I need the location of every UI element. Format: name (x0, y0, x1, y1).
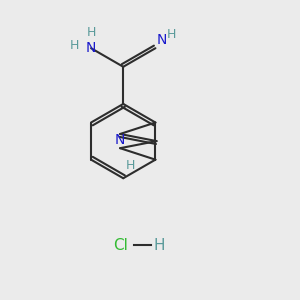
Text: Cl: Cl (113, 238, 128, 253)
Text: H: H (70, 39, 80, 52)
Text: H: H (125, 159, 135, 172)
Text: N: N (157, 33, 167, 47)
Text: H: H (167, 28, 176, 41)
Text: N: N (86, 41, 96, 55)
Text: H: H (86, 26, 96, 39)
Text: N: N (115, 133, 125, 147)
Text: H: H (153, 238, 165, 253)
